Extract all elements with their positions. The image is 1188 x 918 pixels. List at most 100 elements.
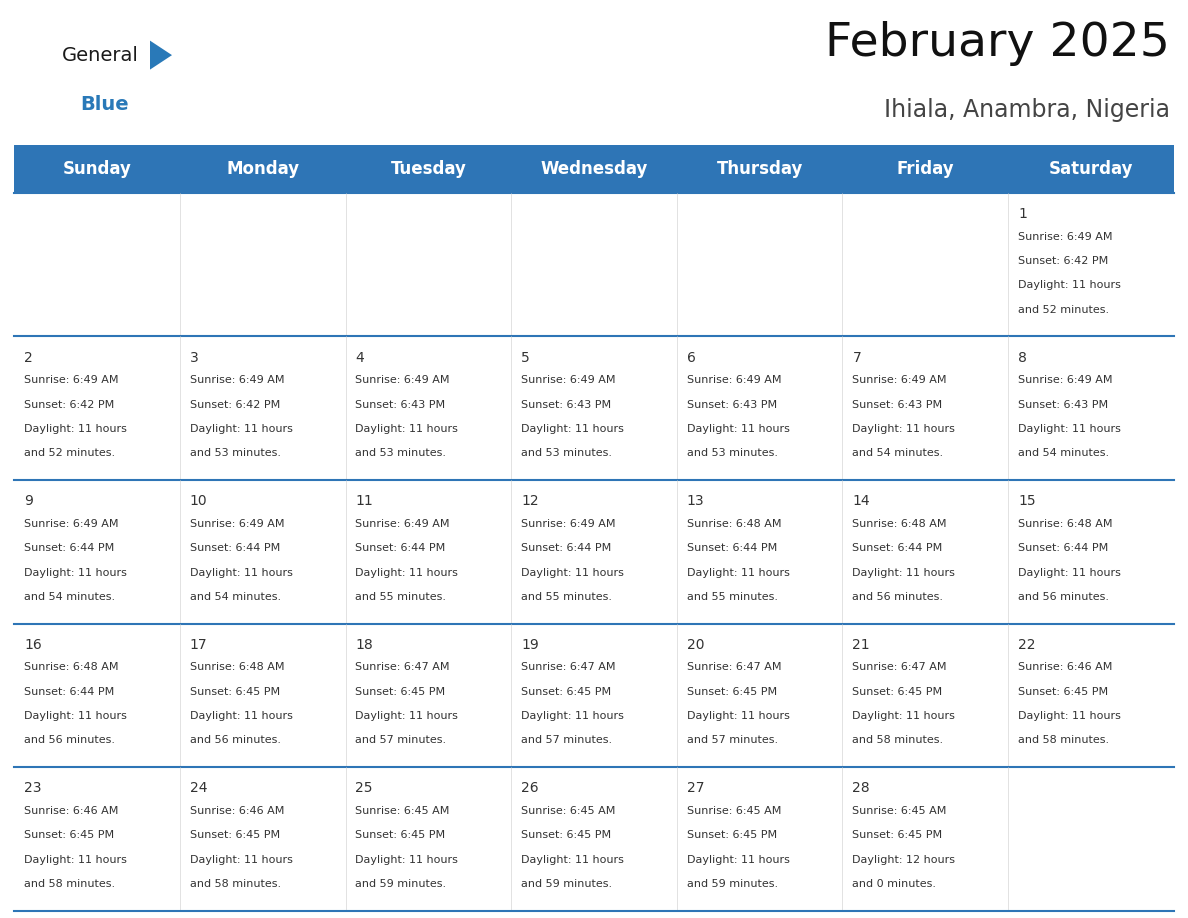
Text: Sunrise: 6:49 AM: Sunrise: 6:49 AM bbox=[355, 375, 450, 386]
Text: and 0 minutes.: and 0 minutes. bbox=[853, 879, 936, 889]
Text: and 53 minutes.: and 53 minutes. bbox=[687, 448, 778, 458]
Text: Sunset: 6:45 PM: Sunset: 6:45 PM bbox=[687, 830, 777, 840]
Text: and 53 minutes.: and 53 minutes. bbox=[522, 448, 612, 458]
Text: Sunset: 6:43 PM: Sunset: 6:43 PM bbox=[687, 399, 777, 409]
Text: Daylight: 11 hours: Daylight: 11 hours bbox=[853, 711, 955, 721]
Text: and 56 minutes.: and 56 minutes. bbox=[1018, 592, 1110, 602]
Text: Sunrise: 6:46 AM: Sunrise: 6:46 AM bbox=[24, 806, 119, 816]
Text: Sunset: 6:45 PM: Sunset: 6:45 PM bbox=[1018, 687, 1108, 697]
Text: Friday: Friday bbox=[897, 160, 954, 178]
Text: General: General bbox=[62, 46, 139, 64]
Bar bbox=[511, 623, 677, 767]
Text: 2: 2 bbox=[24, 351, 33, 364]
Text: Blue: Blue bbox=[80, 95, 128, 114]
Text: Monday: Monday bbox=[226, 160, 299, 178]
Text: Sunrise: 6:49 AM: Sunrise: 6:49 AM bbox=[24, 375, 119, 386]
Text: and 57 minutes.: and 57 minutes. bbox=[355, 735, 447, 745]
Text: and 52 minutes.: and 52 minutes. bbox=[1018, 305, 1110, 315]
Bar bbox=[14, 193, 179, 336]
Bar bbox=[179, 480, 346, 623]
Text: 7: 7 bbox=[853, 351, 861, 364]
Text: and 58 minutes.: and 58 minutes. bbox=[190, 879, 280, 889]
Text: 28: 28 bbox=[853, 781, 870, 795]
Text: Daylight: 11 hours: Daylight: 11 hours bbox=[190, 424, 292, 434]
Text: Daylight: 11 hours: Daylight: 11 hours bbox=[24, 855, 127, 865]
Text: Daylight: 11 hours: Daylight: 11 hours bbox=[1018, 567, 1121, 577]
Text: and 57 minutes.: and 57 minutes. bbox=[687, 735, 778, 745]
Text: Sunrise: 6:45 AM: Sunrise: 6:45 AM bbox=[687, 806, 782, 816]
Bar bbox=[346, 336, 511, 480]
Text: Sunrise: 6:45 AM: Sunrise: 6:45 AM bbox=[355, 806, 450, 816]
Text: February 2025: February 2025 bbox=[826, 21, 1170, 66]
Text: Sunrise: 6:47 AM: Sunrise: 6:47 AM bbox=[687, 662, 782, 672]
Text: Sunrise: 6:49 AM: Sunrise: 6:49 AM bbox=[24, 519, 119, 529]
Text: Daylight: 11 hours: Daylight: 11 hours bbox=[190, 711, 292, 721]
Text: Sunset: 6:44 PM: Sunset: 6:44 PM bbox=[1018, 543, 1108, 554]
Text: Sunset: 6:42 PM: Sunset: 6:42 PM bbox=[1018, 256, 1108, 266]
Text: Daylight: 11 hours: Daylight: 11 hours bbox=[687, 567, 790, 577]
Text: Sunset: 6:45 PM: Sunset: 6:45 PM bbox=[355, 687, 446, 697]
Text: Sunrise: 6:45 AM: Sunrise: 6:45 AM bbox=[853, 806, 947, 816]
Text: Sunset: 6:45 PM: Sunset: 6:45 PM bbox=[355, 830, 446, 840]
Text: Sunset: 6:43 PM: Sunset: 6:43 PM bbox=[522, 399, 612, 409]
Text: Sunset: 6:42 PM: Sunset: 6:42 PM bbox=[190, 399, 280, 409]
Text: Sunrise: 6:47 AM: Sunrise: 6:47 AM bbox=[355, 662, 450, 672]
Bar bbox=[511, 336, 677, 480]
Text: Daylight: 11 hours: Daylight: 11 hours bbox=[355, 424, 459, 434]
Text: Daylight: 11 hours: Daylight: 11 hours bbox=[522, 711, 624, 721]
Text: 12: 12 bbox=[522, 494, 538, 509]
Text: and 57 minutes.: and 57 minutes. bbox=[522, 735, 612, 745]
Text: Tuesday: Tuesday bbox=[391, 160, 467, 178]
Text: Sunrise: 6:47 AM: Sunrise: 6:47 AM bbox=[522, 662, 615, 672]
Text: Daylight: 11 hours: Daylight: 11 hours bbox=[1018, 424, 1121, 434]
Text: 10: 10 bbox=[190, 494, 208, 509]
Text: Daylight: 11 hours: Daylight: 11 hours bbox=[853, 567, 955, 577]
Text: Thursday: Thursday bbox=[716, 160, 803, 178]
Text: and 54 minutes.: and 54 minutes. bbox=[24, 592, 115, 602]
Text: and 53 minutes.: and 53 minutes. bbox=[355, 448, 447, 458]
Text: 23: 23 bbox=[24, 781, 42, 795]
Text: Daylight: 11 hours: Daylight: 11 hours bbox=[853, 424, 955, 434]
Bar bbox=[677, 623, 842, 767]
Text: 14: 14 bbox=[853, 494, 870, 509]
Text: Sunset: 6:43 PM: Sunset: 6:43 PM bbox=[1018, 399, 1108, 409]
Text: Sunrise: 6:49 AM: Sunrise: 6:49 AM bbox=[1018, 375, 1112, 386]
Text: 25: 25 bbox=[355, 781, 373, 795]
Bar bbox=[346, 480, 511, 623]
Text: Daylight: 11 hours: Daylight: 11 hours bbox=[355, 855, 459, 865]
Text: Sunrise: 6:49 AM: Sunrise: 6:49 AM bbox=[190, 375, 284, 386]
Text: Daylight: 11 hours: Daylight: 11 hours bbox=[24, 711, 127, 721]
Bar bbox=[346, 767, 511, 911]
Text: and 56 minutes.: and 56 minutes. bbox=[853, 592, 943, 602]
Text: and 59 minutes.: and 59 minutes. bbox=[355, 879, 447, 889]
Polygon shape bbox=[150, 40, 172, 70]
Text: 11: 11 bbox=[355, 494, 373, 509]
Text: and 58 minutes.: and 58 minutes. bbox=[24, 879, 115, 889]
Bar bbox=[1009, 767, 1174, 911]
Text: Sunrise: 6:48 AM: Sunrise: 6:48 AM bbox=[1018, 519, 1112, 529]
Text: 27: 27 bbox=[687, 781, 704, 795]
Bar bbox=[511, 193, 677, 336]
Text: 4: 4 bbox=[355, 351, 365, 364]
Bar bbox=[677, 193, 842, 336]
Text: Sunset: 6:45 PM: Sunset: 6:45 PM bbox=[522, 687, 612, 697]
Text: Daylight: 11 hours: Daylight: 11 hours bbox=[522, 567, 624, 577]
Text: and 53 minutes.: and 53 minutes. bbox=[190, 448, 280, 458]
Text: Sunset: 6:44 PM: Sunset: 6:44 PM bbox=[522, 543, 612, 554]
Text: 22: 22 bbox=[1018, 638, 1036, 652]
Text: Sunset: 6:45 PM: Sunset: 6:45 PM bbox=[24, 830, 114, 840]
Text: Sunset: 6:44 PM: Sunset: 6:44 PM bbox=[853, 543, 942, 554]
Text: Daylight: 12 hours: Daylight: 12 hours bbox=[853, 855, 955, 865]
Bar bbox=[842, 480, 1009, 623]
Text: Sunrise: 6:49 AM: Sunrise: 6:49 AM bbox=[687, 375, 782, 386]
Bar bbox=[346, 193, 511, 336]
Text: Sunset: 6:44 PM: Sunset: 6:44 PM bbox=[687, 543, 777, 554]
Bar bbox=[1009, 336, 1174, 480]
Text: 18: 18 bbox=[355, 638, 373, 652]
Bar bbox=[179, 193, 346, 336]
Text: Sunset: 6:42 PM: Sunset: 6:42 PM bbox=[24, 399, 114, 409]
Bar bbox=[1009, 193, 1174, 336]
Text: Sunrise: 6:48 AM: Sunrise: 6:48 AM bbox=[687, 519, 782, 529]
Text: 13: 13 bbox=[687, 494, 704, 509]
Text: Daylight: 11 hours: Daylight: 11 hours bbox=[24, 567, 127, 577]
